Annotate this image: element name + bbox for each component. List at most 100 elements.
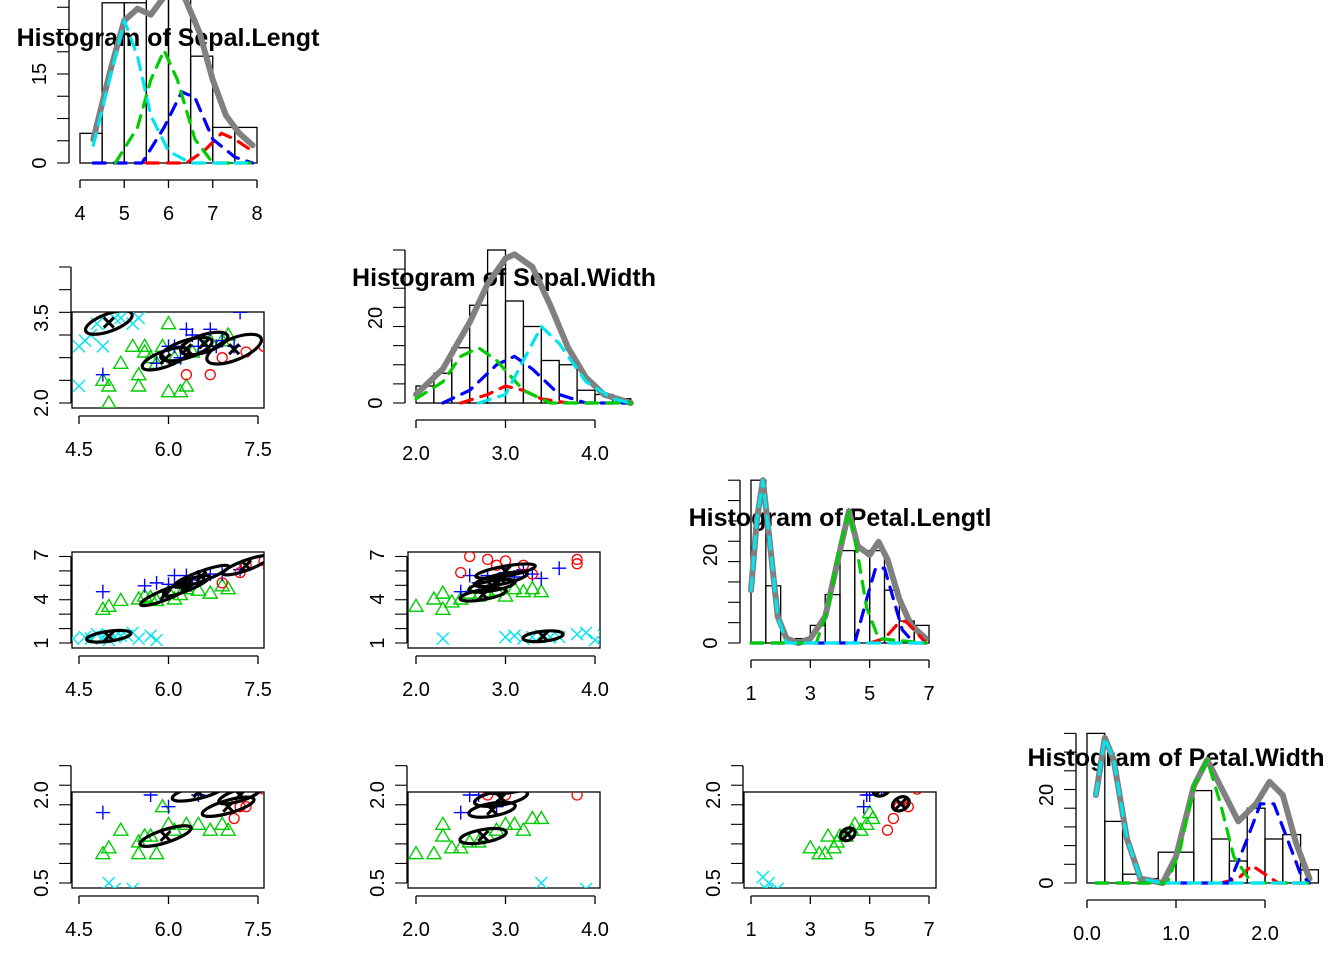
point-circle-marker (216, 577, 228, 589)
point-plus-marker (534, 571, 549, 586)
point-plus-marker (872, 770, 886, 784)
component-ellipse (161, 573, 211, 598)
point-plus-marker (880, 765, 894, 779)
y-tick-label: 0 (365, 397, 387, 408)
histogram-bar (1210, 838, 1231, 884)
point-triangle-marker (408, 845, 425, 860)
x-tick-label: 8 (251, 203, 262, 225)
point-x-marker (607, 895, 619, 907)
x-tick-label: 3.0 (492, 443, 520, 465)
point-plus-marker (173, 770, 187, 784)
component-ellipse (458, 826, 508, 846)
component-ellipse (481, 792, 539, 796)
point-triangle-marker (802, 839, 819, 854)
point-plus-marker (161, 799, 176, 814)
x-tick-label: 7.5 (244, 439, 272, 461)
point-circle-marker (259, 792, 264, 795)
point-plus-marker (525, 759, 539, 773)
point-plus-marker (233, 312, 248, 320)
x-tick-label: 2.0 (1251, 923, 1279, 945)
ellipse-center-marker (102, 630, 115, 643)
point-circle-marker (277, 559, 287, 569)
point-x-marker (109, 295, 121, 307)
point-x-marker (535, 889, 547, 901)
component-density-curve (1094, 758, 1312, 885)
component-ellipse (217, 792, 264, 806)
point-circle-marker (180, 369, 193, 381)
point-circle-marker (481, 553, 494, 566)
hist-sepal-length: 4 5 6 7 8 0 15 (29, 0, 263, 225)
component-density-curve (477, 324, 633, 405)
point-x-marker (145, 295, 157, 307)
point-circle-marker (216, 352, 228, 364)
x-tick-label: 3.0 (492, 679, 520, 701)
point-circle-marker (265, 353, 275, 363)
x-tick-label: 7 (923, 683, 934, 705)
point-plus-marker (507, 770, 521, 784)
point-triangle-marker (515, 821, 532, 836)
component-ellipse (474, 562, 537, 580)
point-triangle-marker (443, 839, 461, 854)
component-ellipse (85, 628, 133, 644)
point-plus-marker (866, 770, 880, 784)
point-triangle-marker (219, 821, 237, 836)
scatter-plot-area (408, 552, 600, 647)
scatter-plot-frame (407, 551, 601, 649)
ellipse-center-marker (841, 828, 854, 841)
point-circle-marker (464, 552, 476, 563)
ellipse-center-marker (499, 565, 512, 578)
x-tick-label: 2.0 (402, 679, 430, 701)
point-x-marker (534, 876, 548, 888)
point-x-marker (97, 900, 109, 912)
x-tick-label: 5 (864, 919, 875, 941)
scatter-sepal-length-vs-sepal-width: 4.5 6.0 7.5 2.0 3.5 (31, 266, 275, 461)
histogram-bar (869, 549, 886, 644)
component-ellipse (467, 577, 517, 594)
component-density-curve (749, 509, 928, 645)
mixture-density-curve (413, 251, 634, 406)
scatter-plot-area (748, 765, 923, 912)
component-density-curve (91, 90, 255, 165)
ellipse-center-marker (180, 579, 193, 592)
y-tick-label: 20 (365, 307, 387, 329)
point-plus-marker (263, 770, 277, 784)
ellipse-center-marker (228, 343, 241, 356)
point-plus-marker (137, 578, 152, 593)
point-plus-marker (143, 792, 158, 802)
x-tick-label: 1.0 (1162, 923, 1190, 945)
point-plus-marker (552, 561, 567, 576)
point-plus-marker (185, 770, 199, 784)
y-tick-label: 15 (29, 63, 51, 85)
point-x-marker (579, 882, 593, 888)
scatter-plot-frame (743, 791, 937, 889)
component-ellipse (890, 795, 911, 813)
point-x-marker (748, 900, 760, 912)
point-triangle-marker (524, 580, 541, 595)
scatter-sepal-length-vs-petal-width: 4.5 6.0 7.5 0.5 2.0 (31, 765, 277, 941)
component-density-curve (749, 478, 928, 645)
point-triangle-marker (434, 827, 452, 842)
y-tick-label: 0.5 (703, 869, 725, 897)
component-ellipse (221, 554, 264, 577)
point-plus-marker (262, 345, 264, 348)
x-tick-label: 3 (805, 683, 816, 705)
point-x-marker (771, 882, 785, 888)
scatter-sepal-width-vs-petal-length: 2.0 3.0 4.0 1 4 7 (367, 549, 609, 701)
component-ellipse (170, 792, 227, 803)
point-triangle-marker (864, 810, 881, 825)
point-circle-marker (265, 364, 275, 374)
component-ellipse (521, 629, 565, 644)
point-triangle-marker (160, 315, 177, 330)
point-triangle-marker (124, 337, 141, 353)
y-tick-label: 1 (367, 637, 389, 648)
point-plus-marker (262, 567, 264, 569)
point-x-marker (436, 632, 450, 646)
point-triangle-marker (130, 590, 147, 605)
y-tick-label: 2.0 (703, 781, 725, 809)
component-density-curve (414, 346, 633, 405)
point-plus-marker (481, 770, 495, 784)
point-x-marker (127, 289, 139, 301)
point-circle-marker (887, 812, 900, 825)
point-plus-marker (880, 792, 883, 797)
y-tick-label: 2.0 (367, 781, 389, 809)
